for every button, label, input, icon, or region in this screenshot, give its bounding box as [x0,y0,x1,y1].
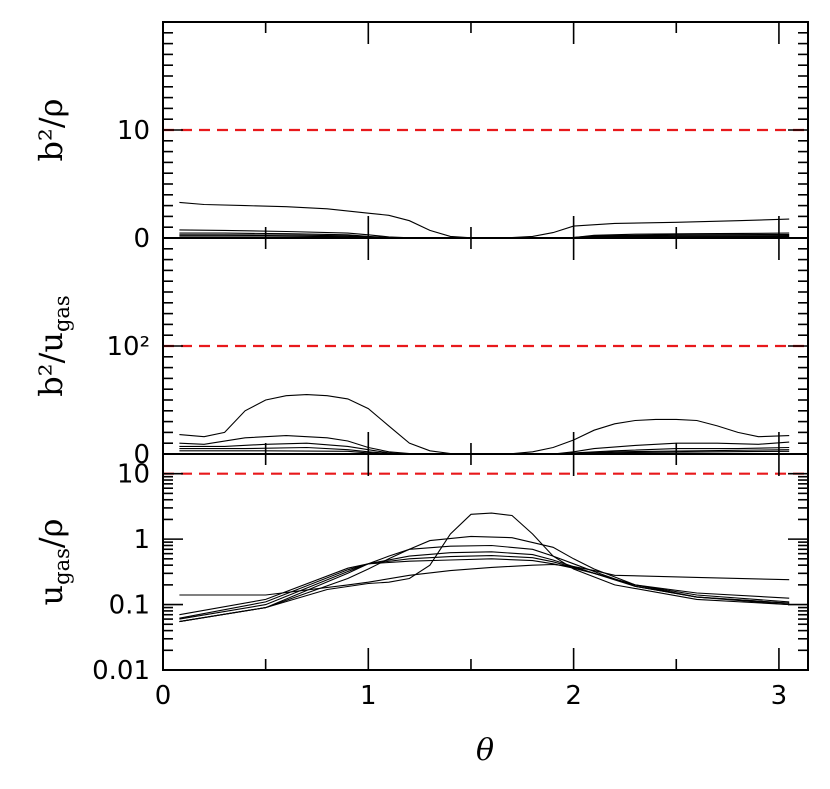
ticks-ugas-rho [162,453,808,671]
x-axis-label: θ [476,733,494,768]
ylabel-ugas-rho-sub: gas [50,548,74,585]
ylabel-b2-ugas-main: b²/u [32,332,70,397]
series-curve-2 [179,535,790,623]
y-tick-label: 0.01 [92,656,150,686]
y-tick-label: 10² [106,332,150,362]
y-axis-label-b2-ugas: b²/ugas [32,295,74,396]
y-tick-labels-ugas-rho: 0.01 0.1 1 10 [92,460,150,686]
ylabel-ugas-rho-main-1: u [32,585,70,606]
y-tick-label: 10 [117,116,150,146]
panel-b2-ugas: 0 10² b²/ugas [32,237,809,470]
y-tick-label: 0.1 [109,591,150,621]
x-tick-label: 2 [565,681,582,711]
y-axis-label-ugas-rho: ugas/ρ [32,519,74,606]
curves-ugas-rho [179,512,790,623]
y-tick-label: 1 [133,525,150,555]
panel-b2-rho: 0 10 b²/ρ [32,21,809,254]
y-axis-label-b2-rho: b²/ρ [32,99,70,162]
x-tick-labels: 0 1 2 3 [155,681,787,711]
series-curve-1 [179,394,790,455]
frame-ugas-rho [162,453,809,671]
panel-ugas-rho: 0.01 0.1 1 10 ugas/ρ [32,453,809,686]
curves-b2-ugas [179,394,790,455]
y-tick-labels-b2-rho: 0 10 [117,116,150,254]
ylabel-b2-rho: b²/ρ [32,99,70,162]
x-tick-label: 3 [771,681,788,711]
series-curve-5 [179,555,790,619]
y-tick-label: 0 [133,440,150,470]
x-tick-label: 1 [360,681,377,711]
curves-b2-rho [179,201,790,239]
ylabel-ugas-rho-main-2: /ρ [32,519,70,549]
series-curve-1 [179,201,790,239]
series-curve-3 [179,544,790,623]
y-tick-label: 10 [117,460,150,490]
series-curve-7 [179,563,790,596]
series-curve-4 [179,551,790,620]
y-tick-label: 0 [133,224,150,254]
y-tick-labels-b2-ugas: 0 10² [106,332,150,470]
series-curve-6 [179,558,790,616]
ylabel-b2-ugas-sub: gas [50,295,74,332]
x-tick-label: 0 [155,681,172,711]
series-curve-1 [179,512,790,623]
